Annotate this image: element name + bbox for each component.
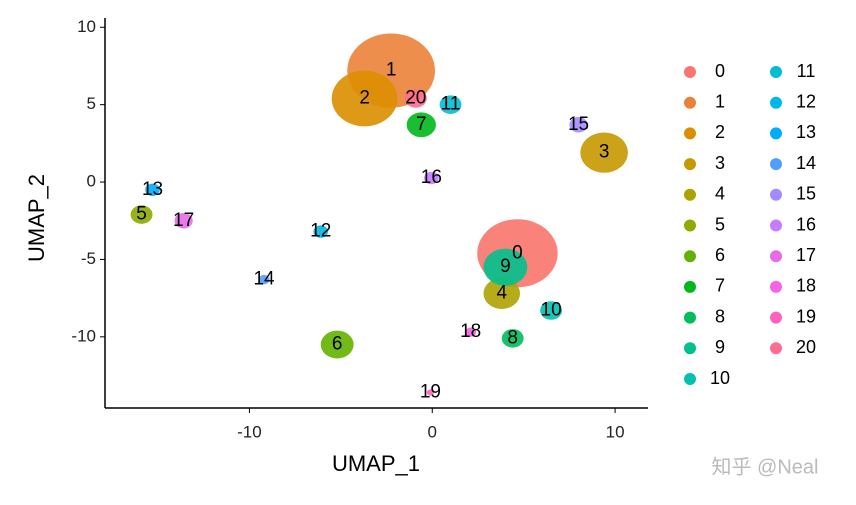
cluster: [404, 89, 427, 108]
cluster: [465, 327, 477, 337]
legend-label: 14: [796, 153, 816, 173]
cluster: [174, 213, 193, 229]
legend-marker: [684, 66, 696, 78]
cluster: [424, 171, 439, 185]
cluster-label: 9: [500, 256, 511, 277]
legend-marker: [770, 342, 782, 355]
cluster-label: 10: [541, 300, 562, 321]
legend-marker: [770, 280, 782, 293]
legend-label: 3: [715, 153, 725, 173]
y-tick-label: 10: [77, 17, 96, 36]
legend-marker: [770, 311, 782, 324]
cluster: [540, 301, 563, 320]
legend-marker: [770, 158, 782, 171]
legend-label: 11: [797, 61, 816, 81]
cluster-label: 5: [136, 204, 147, 225]
cluster: [320, 330, 354, 359]
y-tick-label: 0: [87, 172, 96, 191]
legend-marker: [684, 280, 696, 293]
legend-label: 5: [715, 214, 725, 234]
cluster-label: 7: [416, 114, 427, 135]
legend-label: 4: [715, 184, 725, 204]
cluster: [145, 183, 160, 196]
legend-label: 1: [715, 91, 725, 111]
legend-label: 0: [715, 61, 725, 81]
legend-label: 12: [796, 91, 816, 111]
legend-marker: [684, 342, 696, 355]
legend-label: 13: [796, 122, 816, 142]
legend-marker: [684, 158, 696, 171]
legend-label: 7: [715, 276, 725, 296]
y-tick-label: -10: [71, 326, 96, 345]
cluster-label: 11: [441, 94, 461, 115]
legend-marker: [684, 188, 696, 201]
cluster-label: 4: [496, 282, 507, 303]
cluster: [406, 112, 436, 138]
cluster: [501, 329, 524, 348]
legend-marker: [770, 219, 782, 232]
legend-marker: [684, 127, 696, 140]
cluster-label: 20: [405, 87, 426, 108]
legend-marker: [770, 250, 782, 263]
cluster: [426, 389, 435, 396]
cluster-label: 8: [507, 327, 518, 348]
cluster: [483, 248, 528, 286]
watermark: 知乎 @Neal: [712, 455, 819, 478]
legend-marker: [684, 250, 696, 263]
x-tick-label: 10: [606, 422, 625, 441]
x-axis-title: UMAP_1: [332, 451, 420, 476]
cluster-label: 12: [310, 221, 331, 242]
cluster-label: 15: [568, 114, 589, 135]
legend-marker: [684, 96, 696, 109]
legend-label: 16: [796, 214, 816, 234]
legend-marker: [770, 66, 782, 78]
legend-marker: [770, 127, 782, 140]
y-tick-label: 5: [87, 94, 96, 113]
cluster: [483, 278, 521, 309]
legend-label: 2: [715, 122, 725, 142]
cluster-label: 19: [420, 382, 441, 403]
cluster: [313, 225, 329, 238]
cluster-label: 17: [173, 210, 194, 231]
cluster-label: 0: [512, 242, 523, 263]
legend-label: 19: [796, 306, 816, 326]
legend-label: 18: [796, 276, 816, 296]
legend-label: 10: [710, 368, 730, 388]
legend-label: 15: [796, 184, 816, 204]
cluster: [439, 95, 462, 114]
cluster-label: 3: [599, 142, 610, 163]
cluster: [130, 205, 153, 224]
legend-marker: [770, 188, 782, 201]
legend-label: 17: [796, 245, 816, 265]
cluster: [258, 274, 270, 285]
cluster-label: 1: [386, 60, 397, 81]
legend-marker: [684, 311, 696, 324]
cluster-label: 2: [359, 87, 370, 108]
legend-label: 8: [715, 306, 725, 326]
x-tick-label: 0: [428, 422, 437, 441]
cluster: [569, 117, 588, 133]
legend-marker: [684, 373, 696, 385]
legend-label: 9: [715, 337, 725, 357]
cluster-label: 6: [332, 334, 343, 355]
cluster-label: 13: [142, 179, 163, 200]
legend-label: 20: [796, 337, 816, 357]
cluster-label: 18: [460, 321, 481, 342]
cluster: [331, 70, 398, 127]
legend-marker: [770, 96, 782, 109]
cluster-label: 14: [253, 269, 275, 290]
legend-label: 6: [715, 245, 725, 265]
cluster-label: 16: [421, 167, 442, 188]
y-tick-label: -5: [81, 249, 96, 268]
x-tick-label: -10: [237, 422, 262, 441]
y-axis-title: UMAP_2: [24, 174, 49, 262]
legend-marker: [684, 219, 696, 232]
cluster: [580, 132, 628, 173]
